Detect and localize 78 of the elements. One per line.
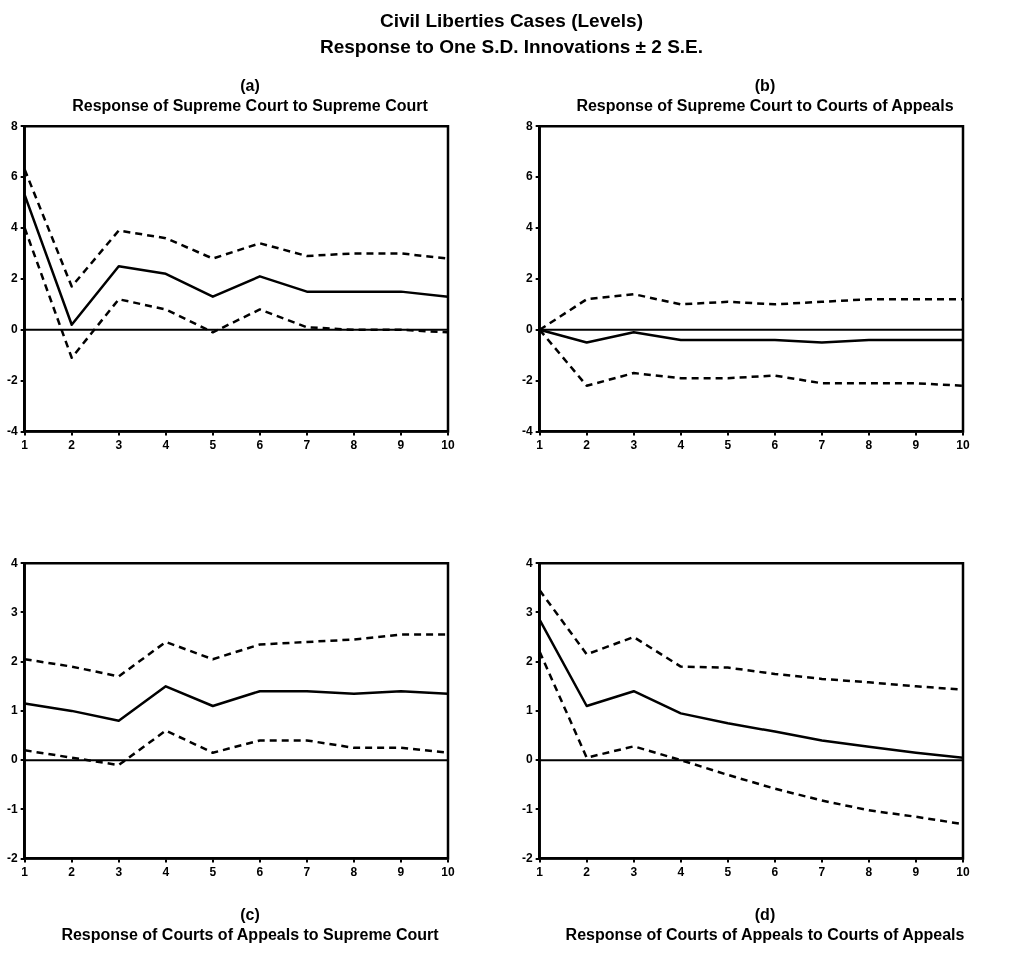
x-tick-label: 5 xyxy=(724,865,732,880)
y-tick-label: 4 xyxy=(525,220,533,235)
x-tick-label: 1 xyxy=(536,865,544,880)
y-tick-label: 1 xyxy=(525,703,533,718)
x-tick-label: 1 xyxy=(536,438,544,453)
y-tick-label: -2 xyxy=(522,850,533,865)
x-tick-label: 2 xyxy=(583,865,591,880)
y-tick-label: 4 xyxy=(525,555,533,570)
x-tick-label: 2 xyxy=(583,438,591,453)
x-tick-label: 1 xyxy=(21,865,29,880)
x-tick-label: 3 xyxy=(630,865,638,880)
y-tick-label: 1 xyxy=(10,703,18,718)
y-tick-label: -4 xyxy=(522,423,533,438)
x-tick-label: 9 xyxy=(912,865,920,880)
text: (b) xyxy=(753,76,777,96)
x-tick-label: 10 xyxy=(956,865,970,880)
y-tick-label: 2 xyxy=(525,271,533,286)
y-tick-label: -4 xyxy=(7,423,18,438)
x-tick-label: 3 xyxy=(115,438,123,453)
x-tick-label: 10 xyxy=(956,438,970,453)
x-tick-label: 4 xyxy=(677,438,685,453)
x-tick-label: 6 xyxy=(771,865,779,880)
text: (a) xyxy=(239,76,261,96)
x-tick-label: 7 xyxy=(818,865,826,880)
x-tick-label: 9 xyxy=(912,438,920,453)
x-tick-label: 3 xyxy=(115,865,123,880)
x-tick-label: 8 xyxy=(865,865,873,880)
y-tick-label: 2 xyxy=(10,653,18,668)
x-tick-label: 6 xyxy=(256,865,264,880)
y-tick-label: 3 xyxy=(10,604,18,619)
x-tick-label: 8 xyxy=(865,438,873,453)
y-tick-label: 0 xyxy=(525,752,533,767)
chart-title: Response of Supreme Court to Supreme Court xyxy=(71,96,429,116)
text: Response to One S.D. Innovations ± 2 S.E. xyxy=(318,35,705,59)
chart-title: Response of Supreme Court to Courts of Appeals xyxy=(575,96,955,116)
x-tick-label: 6 xyxy=(771,438,779,453)
x-tick-label: 5 xyxy=(209,438,217,453)
y-tick-label: 6 xyxy=(10,169,18,184)
y-tick-label: 2 xyxy=(10,271,18,286)
x-tick-label: 9 xyxy=(397,438,405,453)
text: Response of Courts of Appeals to Courts of Appeals xyxy=(564,925,966,945)
x-tick-label: 5 xyxy=(724,438,732,453)
y-tick-label: 0 xyxy=(10,322,18,337)
text: Response of Courts of Appeals to Supreme Court xyxy=(60,925,440,945)
x-tick-label: 2 xyxy=(68,438,76,453)
y-tick-label: 0 xyxy=(525,322,533,337)
y-tick-label: -2 xyxy=(7,850,18,865)
x-tick-label: 5 xyxy=(209,865,217,880)
y-tick-label: -2 xyxy=(522,373,533,388)
x-tick-label: 7 xyxy=(303,438,311,453)
x-tick-label: 7 xyxy=(818,438,826,453)
x-tick-label: 4 xyxy=(677,865,685,880)
x-tick-label: 10 xyxy=(441,865,455,880)
x-tick-label: 10 xyxy=(441,438,455,453)
x-tick-label: 8 xyxy=(350,438,358,453)
x-tick-label: 4 xyxy=(162,438,170,453)
y-tick-label: 3 xyxy=(525,604,533,619)
y-tick-label: 2 xyxy=(525,653,533,668)
y-tick-label: -1 xyxy=(522,801,533,816)
text: (c) xyxy=(239,905,261,925)
x-tick-label: 6 xyxy=(256,438,264,453)
x-tick-label: 8 xyxy=(350,865,358,880)
y-tick-label: 4 xyxy=(10,220,18,235)
text: (d) xyxy=(753,905,777,925)
y-tick-label: -1 xyxy=(7,801,18,816)
text: Civil Liberties Cases (Levels) xyxy=(379,9,644,33)
x-tick-label: 4 xyxy=(162,865,170,880)
y-tick-label: 8 xyxy=(525,118,533,133)
y-tick-label: -2 xyxy=(7,373,18,388)
y-tick-label: 8 xyxy=(10,118,18,133)
y-tick-label: 6 xyxy=(525,169,533,184)
x-tick-label: 3 xyxy=(630,438,638,453)
x-tick-label: 7 xyxy=(303,865,311,880)
x-tick-label: 1 xyxy=(21,438,29,453)
y-tick-label: 4 xyxy=(10,555,18,570)
y-tick-label: 0 xyxy=(10,752,18,767)
x-tick-label: 2 xyxy=(68,865,76,880)
x-tick-label: 9 xyxy=(397,865,405,880)
